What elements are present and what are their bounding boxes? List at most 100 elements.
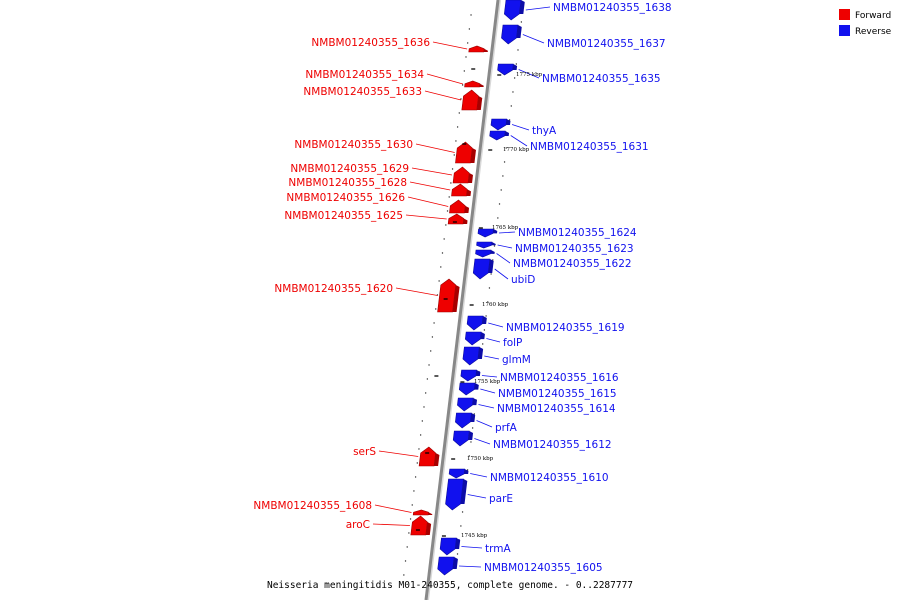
gene-label[interactable]: NMBM01240355_1628 [288, 177, 407, 189]
gene-label[interactable]: serS [353, 446, 376, 458]
forward-strand-dot [458, 112, 460, 114]
reverse-gene-feature[interactable] [462, 346, 480, 366]
gene-NMBM01240355_1614[interactable]: NMBM01240355_1614 [457, 397, 616, 415]
gene-folP[interactable]: folP [464, 331, 522, 349]
gene-label[interactable]: NMBM01240355_1625 [284, 210, 403, 222]
gene-label[interactable]: NMBM01240355_1620 [274, 283, 393, 295]
gene-label[interactable]: NMBM01240355_1608 [253, 500, 372, 512]
gene-label[interactable]: NMBM01240355_1636 [311, 37, 430, 49]
gene-label[interactable]: aroC [346, 519, 370, 531]
gene-label[interactable]: NMBM01240355_1612 [493, 439, 612, 451]
reverse-gene-feature[interactable] [458, 382, 476, 396]
gene-NMBM01240355_1628[interactable]: NMBM01240355_1628 [288, 177, 472, 197]
forward-gene-feature[interactable] [447, 213, 465, 225]
reverse-gene-feature[interactable] [455, 412, 472, 429]
gene-NMBM01240355_1610[interactable]: NMBM01240355_1610 [448, 468, 609, 484]
gene-NMBM01240355_1625[interactable]: NMBM01240355_1625 [284, 210, 468, 225]
gene-NMBM01240355_1624[interactable]: NMBM01240355_1624 [477, 227, 637, 239]
gene-label[interactable]: folP [503, 337, 522, 349]
gene-label[interactable]: NMBM01240355_1629 [290, 163, 409, 175]
reverse-gene-feature[interactable] [439, 537, 457, 556]
forward-gene-feature[interactable] [452, 166, 470, 184]
gene-trmA[interactable]: trmA [439, 537, 511, 556]
forward-gene-feature[interactable] [455, 141, 473, 164]
reverse-gene-feature[interactable] [466, 315, 484, 331]
forward-gene-feature[interactable] [461, 89, 479, 111]
gene-label[interactable]: NMBM01240355_1623 [515, 243, 634, 255]
gene-label[interactable]: glmM [502, 354, 531, 366]
gene-label[interactable]: prfA [495, 422, 518, 434]
gene-label[interactable]: NMBM01240355_1638 [553, 2, 672, 14]
gene-NMBM01240355_1615[interactable]: NMBM01240355_1615 [458, 382, 617, 400]
gene-NMBM01240355_1633[interactable]: NMBM01240355_1633 [303, 86, 483, 111]
reverse-gene-feature[interactable] [437, 556, 455, 576]
gene-NMBM01240355_1636[interactable]: NMBM01240355_1636 [311, 37, 488, 53]
gene-aroC[interactable]: aroC [346, 515, 432, 536]
gene-label[interactable]: NMBM01240355_1614 [497, 403, 616, 415]
gene-label[interactable]: NMBM01240355_1619 [506, 322, 625, 334]
gene-NMBM01240355_1635[interactable]: NMBM01240355_1635 [497, 63, 661, 85]
reverse-gene-feature[interactable] [497, 63, 514, 76]
gene-NMBM01240355_1634[interactable]: NMBM01240355_1634 [305, 69, 484, 88]
reverse-gene-feature[interactable] [501, 24, 519, 45]
gene-NMBM01240355_1638[interactable]: NMBM01240355_1638 [504, 0, 672, 21]
gene-NMBM01240355_1605[interactable]: NMBM01240355_1605 [437, 556, 603, 576]
gene-label[interactable]: ubiD [511, 274, 535, 286]
gene-NMBM01240355_1612[interactable]: NMBM01240355_1612 [452, 430, 612, 451]
gene-serS[interactable]: serS [353, 446, 440, 467]
gene-label[interactable]: NMBM01240355_1631 [530, 141, 649, 153]
reverse-gene-feature[interactable] [452, 430, 470, 447]
reverse-gene-feature[interactable] [504, 0, 522, 21]
gene-label[interactable]: parE [489, 493, 513, 505]
gene-label[interactable]: NMBM01240355_1634 [305, 69, 424, 81]
gene-NMBM01240355_1616[interactable]: NMBM01240355_1616 [460, 369, 619, 384]
gene-NMBM01240355_1629[interactable]: NMBM01240355_1629 [290, 163, 473, 184]
reverse-gene-feature[interactable] [472, 258, 491, 280]
gene-NMBM01240355_1622[interactable]: NMBM01240355_1622 [475, 249, 632, 270]
gene-NMBM01240355_1626[interactable]: NMBM01240355_1626 [286, 192, 470, 214]
gene-label[interactable]: NMBM01240355_1630 [294, 139, 413, 151]
gene-label[interactable]: NMBM01240355_1624 [518, 227, 637, 239]
reverse-gene-feature[interactable] [477, 228, 494, 238]
gene-parE[interactable]: parE [445, 478, 514, 511]
reverse-gene-feature[interactable] [475, 249, 492, 258]
gene-label[interactable]: NMBM01240355_1626 [286, 192, 405, 204]
gene-NMBM01240355_1630[interactable]: NMBM01240355_1630 [294, 139, 476, 164]
gene-label[interactable]: NMBM01240355_1635 [542, 73, 661, 85]
gene-label[interactable]: NMBM01240355_1615 [498, 388, 617, 400]
gene-NMBM01240355_1619[interactable]: NMBM01240355_1619 [466, 315, 625, 334]
forward-gene-feature[interactable] [418, 446, 436, 467]
gene-label[interactable]: NMBM01240355_1605 [484, 562, 603, 574]
gene-label[interactable]: NMBM01240355_1633 [303, 86, 422, 98]
reverse-gene-feature[interactable] [490, 118, 508, 131]
gene-glmM[interactable]: glmM [462, 346, 531, 366]
forward-gene-feature[interactable] [437, 278, 457, 313]
gene-NMBM01240355_1608[interactable]: NMBM01240355_1608 [253, 500, 433, 516]
gene-label[interactable]: NMBM01240355_1637 [547, 38, 666, 50]
reverse-gene-feature[interactable] [489, 130, 506, 141]
gene-label[interactable]: NMBM01240355_1610 [490, 472, 609, 484]
gene-label[interactable]: trmA [485, 543, 511, 555]
gene-NMBM01240355_1637[interactable]: NMBM01240355_1637 [501, 24, 666, 50]
reverse-gene-feature[interactable] [464, 331, 482, 346]
forward-gene-feature[interactable] [410, 515, 428, 536]
forward-gene-feature[interactable] [412, 509, 429, 516]
forward-gene-feature[interactable] [449, 199, 466, 214]
gene-NMBM01240355_1631[interactable]: NMBM01240355_1631 [489, 130, 649, 153]
reverse-gene-feature[interactable] [457, 397, 474, 412]
gene-label[interactable]: thyA [532, 125, 557, 137]
gene-prfA[interactable]: prfA [455, 412, 518, 434]
reverse-gene-feature[interactable] [445, 478, 464, 511]
forward-gene-feature[interactable] [464, 80, 481, 88]
gene-label[interactable]: NMBM01240355_1616 [500, 372, 619, 384]
gene-label[interactable]: NMBM01240355_1622 [513, 258, 632, 270]
reverse-gene-feature[interactable] [460, 369, 477, 382]
forward-gene-feature[interactable] [451, 183, 468, 197]
gene-NMBM01240355_1623[interactable]: NMBM01240355_1623 [476, 241, 634, 255]
gene-ubiD[interactable]: ubiD [472, 258, 535, 286]
reverse-gene-feature[interactable] [448, 468, 466, 479]
gene-thyA[interactable]: thyA [490, 118, 557, 137]
reverse-gene-feature[interactable] [476, 241, 493, 249]
forward-gene-feature[interactable] [468, 45, 485, 53]
gene-NMBM01240355_1620[interactable]: NMBM01240355_1620 [274, 278, 460, 313]
